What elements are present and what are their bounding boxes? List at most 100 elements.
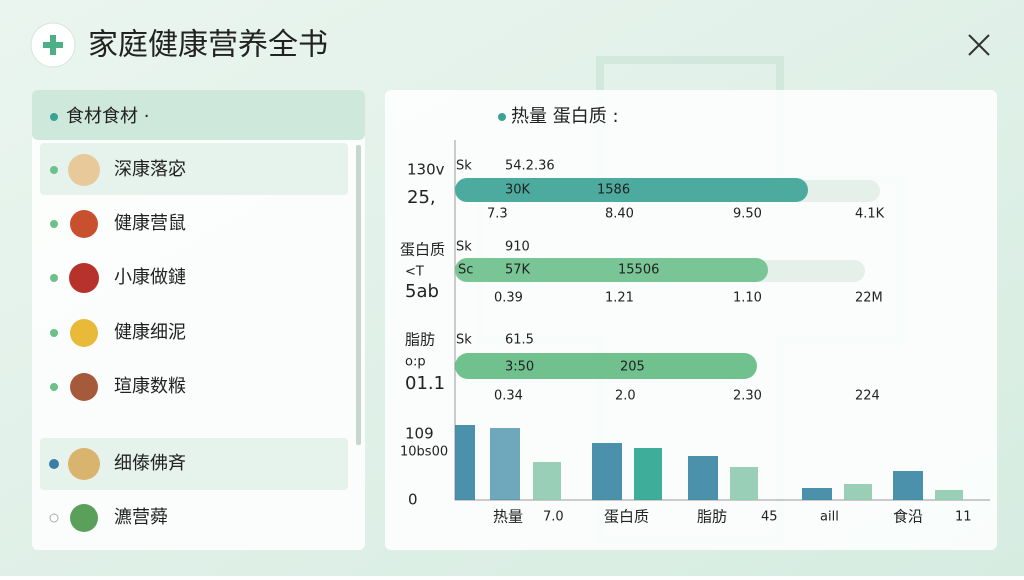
bar-text: 2.0 [615, 389, 636, 404]
x-label: 45 [761, 510, 778, 525]
column [844, 484, 872, 500]
sidebar [32, 90, 365, 550]
item-label: 瀌营蕣 [114, 507, 168, 528]
bullet [49, 513, 59, 523]
item-label: 健康营鼠 [114, 213, 186, 234]
bar-text: 61.5 [505, 333, 534, 348]
column [688, 456, 718, 500]
item-label: 细傣佛斉 [114, 453, 186, 474]
bar-text: 54.2.36 [505, 159, 555, 174]
legend-dot [498, 113, 506, 121]
x-label: 7.0 [543, 510, 564, 525]
x-label: 食沿 [893, 508, 923, 526]
item-highlight [40, 438, 348, 490]
row-label: <T [405, 265, 424, 280]
x-label: 热量 [493, 508, 523, 526]
sidebar-title: 食材食材 · [66, 106, 149, 127]
bullet [50, 113, 58, 121]
list-item[interactable]: 健康细泥 [50, 319, 186, 347]
column [533, 462, 561, 500]
bar-text: Sc [458, 263, 473, 278]
bar-text: 8.40 [605, 207, 634, 222]
row-label: 蛋白质 [400, 241, 445, 259]
bar-text: 1.10 [733, 291, 762, 306]
item-label: 深康落宓 [114, 159, 186, 180]
chart-panel [385, 90, 997, 550]
bullet [50, 383, 58, 391]
item-label: 小康做鏈 [114, 267, 186, 288]
bullet [50, 329, 58, 337]
bar-text: 205 [620, 360, 645, 375]
bar-text: 2.30 [733, 389, 762, 404]
bar-text: 57K [505, 263, 531, 278]
app-icon-plus [43, 35, 63, 55]
bar-text: 3:50 [505, 360, 534, 375]
column [935, 490, 963, 500]
bar-text: 1.21 [605, 291, 634, 306]
bullet [50, 166, 58, 174]
legend: 热量 蛋白质 : [511, 106, 619, 127]
list-item[interactable]: 瑄康数糇 [50, 373, 186, 401]
food-icon [70, 504, 98, 532]
column [592, 443, 622, 500]
list-item[interactable]: 小康做鏈 [50, 263, 186, 293]
food-icon [68, 154, 100, 186]
row-label: 5ab [405, 281, 439, 302]
row-label: 130v [407, 161, 445, 179]
x-label: 11 [955, 510, 972, 525]
bar-text: 7.3 [487, 207, 508, 222]
column [490, 428, 520, 500]
bar-text: 224 [855, 389, 880, 404]
bar-text: 30K [505, 183, 531, 198]
row-labels: 130v 25, 蛋白质 <T 5ab 脂肪 o:p 01.1 109 10bs… [400, 161, 448, 509]
bar-text: 0.39 [494, 291, 523, 306]
sidebar-list: 深康落宓 健康营鼠 小康做鏈 健康细泥 瑄康数糇 细傣佛斉 瀌营蕣 [49, 154, 186, 532]
bar-text: Sk [456, 159, 472, 174]
row-label: 109 [405, 425, 434, 443]
item-label: 健康细泥 [114, 322, 186, 343]
bar-text: Sk [456, 240, 472, 255]
column [634, 448, 662, 500]
bar-texts: Sk 54.2.36 30K 1586 7.3 8.40 9.50 4.1K S… [456, 159, 885, 404]
x-label: aill [820, 510, 839, 525]
bullet [49, 459, 59, 469]
list-item[interactable]: 瀌营蕣 [49, 504, 168, 532]
bar [455, 258, 768, 282]
x-labels: 热量 7.0 蛋白质 脂肪 45 aill 食沿 11 [493, 508, 972, 526]
bar [455, 178, 808, 202]
close-button[interactable] [968, 34, 990, 56]
bar-text: 4.1K [855, 207, 885, 222]
x-label: 蛋白质 [604, 508, 649, 526]
list-item[interactable]: 健康营鼠 [50, 210, 186, 238]
bar-text: Sk [456, 333, 472, 348]
food-icon [68, 448, 100, 480]
x-label: 脂肪 [697, 508, 727, 526]
bar-text: 1586 [597, 183, 630, 198]
bar-text: 22M [855, 291, 883, 306]
list-item[interactable]: 细傣佛斉 [49, 448, 186, 480]
row-label: 01.1 [405, 373, 445, 394]
bar-text: 15506 [618, 263, 659, 278]
row-label: 10bs00 [400, 445, 448, 460]
row-label: 25, [407, 187, 436, 208]
bar [455, 353, 757, 379]
column [455, 425, 475, 500]
bars [455, 178, 963, 500]
food-icon [70, 373, 98, 401]
food-icon [69, 263, 99, 293]
column [730, 467, 758, 500]
row-label: 脂肪 [405, 331, 435, 349]
bar-text: 910 [505, 240, 530, 255]
app-title: 家庭健康营养全书 [88, 28, 328, 63]
food-icon [70, 319, 98, 347]
bullet [50, 274, 58, 282]
column [893, 471, 923, 500]
list-item[interactable]: 深康落宓 [50, 154, 186, 186]
sidebar-header [32, 90, 365, 140]
scrollbar[interactable] [356, 145, 361, 445]
column [802, 488, 832, 500]
item-label: 瑄康数糇 [114, 376, 186, 397]
row-label: 0 [408, 491, 418, 509]
bullet [50, 220, 58, 228]
